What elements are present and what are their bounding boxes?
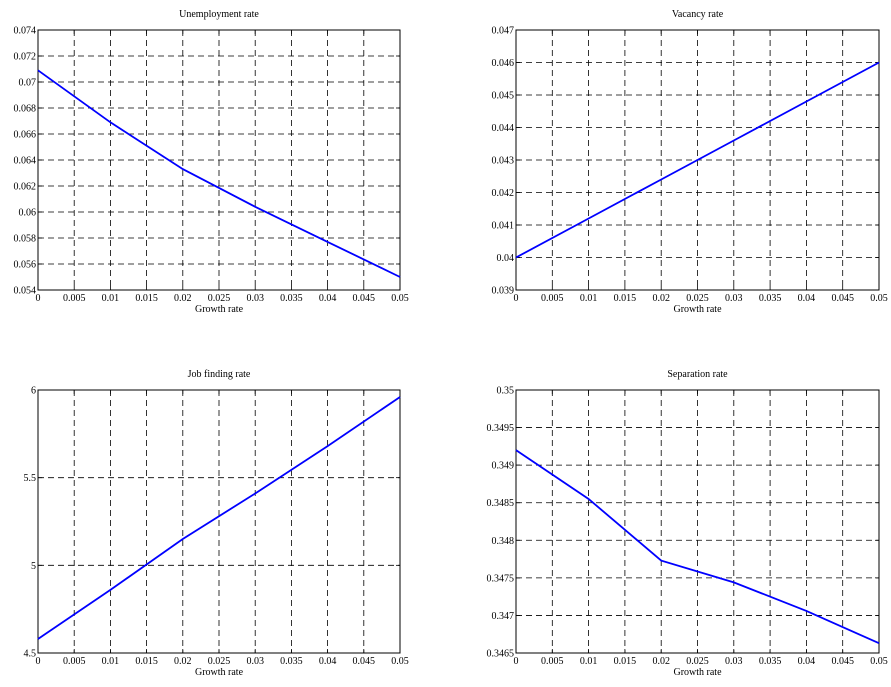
separation-ytick-label: 0.3475 <box>487 573 515 584</box>
separation-x-axis-label: Growth rate <box>673 667 722 678</box>
unemployment-xtick-label: 0.035 <box>280 293 303 304</box>
separation-xtick-label: 0.045 <box>831 656 854 667</box>
vacancy-xtick-label: 0.04 <box>798 293 816 304</box>
vacancy-ytick-label: 0.041 <box>492 221 515 232</box>
unemployment-ytick-label: 0.07 <box>19 78 37 89</box>
job-finding-chart-title: Job finding rate <box>188 369 251 380</box>
unemployment-ytick-label: 0.074 <box>14 26 37 37</box>
vacancy-xtick-label: 0.035 <box>759 293 782 304</box>
job-finding-xtick-label: 0.03 <box>246 656 264 667</box>
job-finding-ytick-label: 4.5 <box>24 649 37 660</box>
separation-xtick-label: 0.015 <box>614 656 637 667</box>
vacancy-chart-title: Vacancy rate <box>672 9 724 20</box>
vacancy-ytick-label: 0.043 <box>492 156 515 167</box>
vacancy-ytick-label: 0.04 <box>497 253 515 264</box>
separation-xtick-label: 0.04 <box>798 656 816 667</box>
job-finding-chart: 0 0.005 0.01 0.015 0.02 0.025 0.03 0.035 0.04 0.0… <box>24 369 409 678</box>
vacancy-ytick-label: 0.045 <box>492 91 515 102</box>
job-finding-xtick-label: 0.01 <box>102 656 120 667</box>
vacancy-chart: 0 0.005 0.01 0.015 0.02 0.025 0.03 0.035 0.04 0.0… <box>492 9 888 315</box>
unemployment-x-axis-label: Growth rate <box>195 304 244 315</box>
separation-chart-title: Separation rate <box>667 369 728 380</box>
unemployment-chart: 0 0.005 0.01 0.015 0.02 0.025 0.03 0.035 0.04 0.0… <box>14 9 409 315</box>
unemployment-xtick-label: 0.04 <box>319 293 337 304</box>
vacancy-xtick-label: 0.01 <box>580 293 598 304</box>
job-finding-xtick-label: 0.04 <box>319 656 337 667</box>
unemployment-xtick-label: 0 <box>36 293 41 304</box>
job-finding-ytick-label: 5 <box>31 561 36 572</box>
separation-xtick-label: 0.05 <box>870 656 888 667</box>
vacancy-ytick-label: 0.039 <box>492 286 515 297</box>
vacancy-ytick-label: 0.046 <box>492 58 515 69</box>
separation-xtick-label: 0 <box>514 656 519 667</box>
vacancy-xtick-label: 0.015 <box>614 293 637 304</box>
separation-ytick-label: 0.347 <box>492 611 515 622</box>
vacancy-xtick-label: 0.03 <box>725 293 743 304</box>
job-finding-xtick-label: 0.05 <box>391 656 409 667</box>
job-finding-xtick-label: 0.045 <box>353 656 376 667</box>
unemployment-ytick-label: 0.068 <box>14 104 37 115</box>
unemployment-xtick-label: 0.015 <box>135 293 158 304</box>
unemployment-xtick-label: 0.045 <box>353 293 376 304</box>
unemployment-ytick-label: 0.064 <box>14 156 37 167</box>
job-finding-plot-frame <box>37 389 401 654</box>
unemployment-ytick-label: 0.06 <box>19 208 37 219</box>
separation-chart: 0 0.005 0.01 0.015 0.02 0.025 0.03 0.035 0.04 0.0… <box>487 369 888 678</box>
separation-ytick-label: 0.3485 <box>487 498 515 509</box>
separation-xtick-label: 0.01 <box>580 656 598 667</box>
separation-ytick-label: 0.348 <box>492 536 515 547</box>
vacancy-xtick-label: 0.005 <box>541 293 564 304</box>
job-finding-series-line <box>37 396 401 640</box>
unemployment-series-line <box>37 69 401 278</box>
unemployment-xtick-label: 0.01 <box>102 293 120 304</box>
separation-xtick-label: 0.02 <box>652 656 670 667</box>
vacancy-x-axis-label: Growth rate <box>673 304 722 315</box>
separation-plot-frame <box>515 389 880 654</box>
vacancy-series-line <box>515 61 880 259</box>
separation-series-line <box>515 449 880 645</box>
job-finding-x-axis-label: Growth rate <box>195 667 244 678</box>
vacancy-ytick-label: 0.047 <box>492 26 515 37</box>
unemployment-ytick-label: 0.072 <box>14 52 37 63</box>
job-finding-xtick-label: 0.02 <box>174 656 192 667</box>
separation-ytick-label: 0.35 <box>497 386 515 397</box>
vacancy-xtick-label: 0.02 <box>652 293 670 304</box>
unemployment-xtick-label: 0.03 <box>246 293 264 304</box>
job-finding-xtick-label: 0.015 <box>135 656 158 667</box>
vacancy-ytick-label: 0.044 <box>492 123 515 134</box>
unemployment-ytick-label: 0.066 <box>14 130 37 141</box>
separation-xtick-label: 0.025 <box>686 656 709 667</box>
job-finding-ytick-label: 5.5 <box>24 473 37 484</box>
job-finding-xtick-label: 0.005 <box>63 656 86 667</box>
separation-xtick-label: 0.035 <box>759 656 782 667</box>
vacancy-plot-frame <box>515 29 880 291</box>
unemployment-xtick-label: 0.005 <box>63 293 86 304</box>
vacancy-xtick-label: 0.025 <box>686 293 709 304</box>
vacancy-ytick-label: 0.042 <box>492 188 515 199</box>
separation-ytick-label: 0.3465 <box>487 649 515 660</box>
vacancy-xtick-label: 0.05 <box>870 293 888 304</box>
unemployment-ytick-label: 0.058 <box>14 234 37 245</box>
separation-ytick-label: 0.3495 <box>487 423 515 434</box>
job-finding-ytick-label: 6 <box>31 386 36 397</box>
unemployment-xtick-label: 0.025 <box>208 293 231 304</box>
job-finding-xtick-label: 0 <box>36 656 41 667</box>
unemployment-chart-title: Unemployment rate <box>179 9 259 20</box>
unemployment-xtick-label: 0.02 <box>174 293 192 304</box>
job-finding-xtick-label: 0.035 <box>280 656 303 667</box>
separation-ytick-label: 0.349 <box>492 461 515 472</box>
separation-xtick-label: 0.005 <box>541 656 564 667</box>
separation-xtick-label: 0.03 <box>725 656 743 667</box>
unemployment-ytick-label: 0.056 <box>14 260 37 271</box>
unemployment-ytick-label: 0.054 <box>14 286 37 297</box>
unemployment-plot-frame <box>37 29 401 291</box>
job-finding-xtick-label: 0.025 <box>208 656 231 667</box>
unemployment-xtick-label: 0.05 <box>391 293 409 304</box>
vacancy-xtick-label: 0 <box>514 293 519 304</box>
vacancy-xtick-label: 0.045 <box>831 293 854 304</box>
unemployment-ytick-label: 0.062 <box>14 182 37 193</box>
